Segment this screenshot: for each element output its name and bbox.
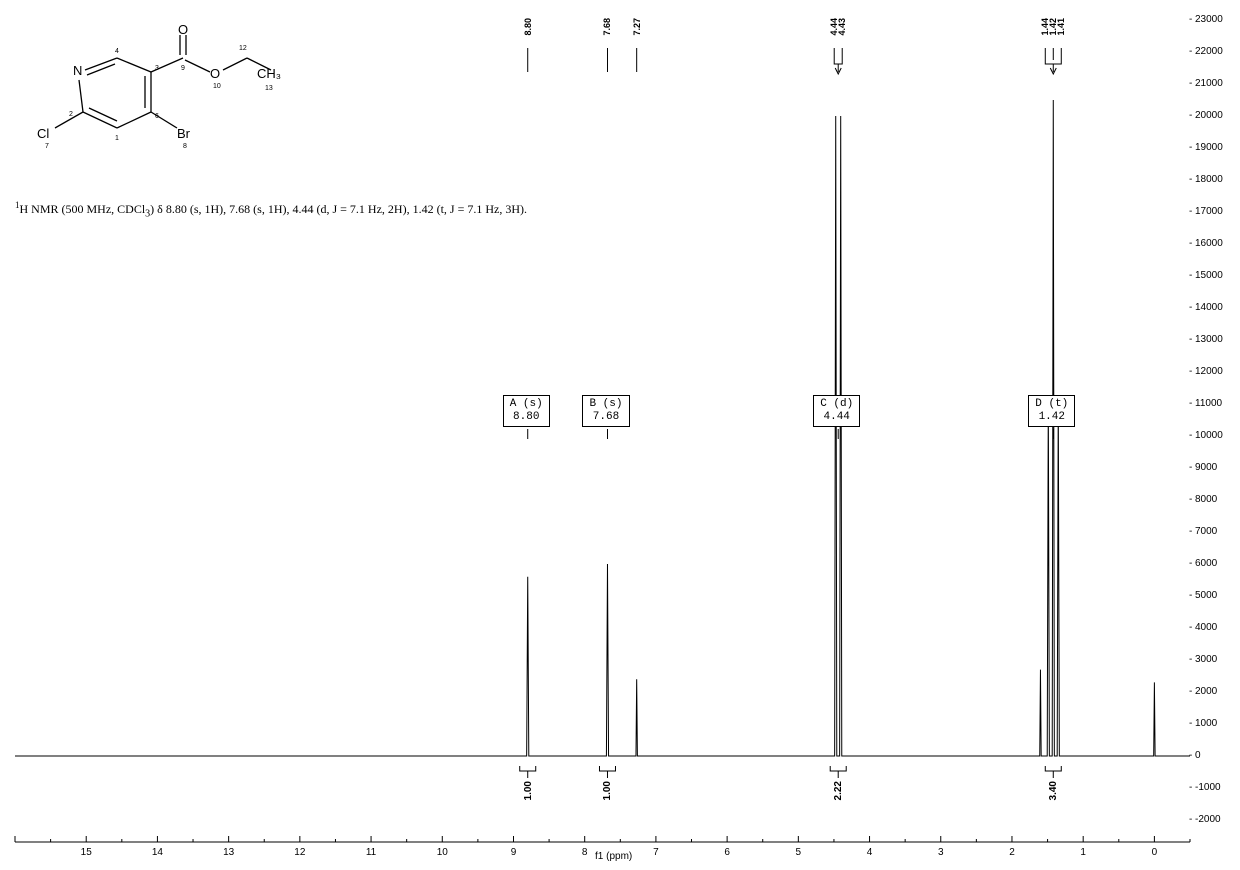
peak-box-value: 1.42 [1039,411,1065,423]
peak-box-value: 7.68 [593,411,619,423]
peak-box-B: B (s)7.68 [582,395,629,427]
ppm-value-label: 7.27 [632,18,642,36]
nmr-spectrum [0,0,1240,870]
ppm-value-label: 4.43 [837,18,847,36]
x-tick: 15 [81,847,92,858]
peak-box-value: 4.44 [824,411,850,423]
x-tick: 10 [437,847,448,858]
x-tick: 4 [867,847,873,858]
y-tick: 12000 [1195,366,1240,377]
y-tick: 8000 [1195,494,1240,505]
ppm-value-label: 8.80 [523,18,533,36]
nmr-figure: N Cl 7 Br 8 [0,0,1240,870]
x-tick: 0 [1152,847,1158,858]
y-tick: 20000 [1195,110,1240,121]
y-tick: 21000 [1195,78,1240,89]
y-tick: -2000 [1195,814,1240,825]
integral-label: 2.22 [833,781,844,800]
y-tick: 7000 [1195,526,1240,537]
y-tick: 18000 [1195,174,1240,185]
integral-label: 3.40 [1048,781,1059,800]
x-tick: 8 [582,847,588,858]
x-tick: 7 [653,847,659,858]
peak-box-value: 8.80 [513,411,539,423]
y-tick: 13000 [1195,334,1240,345]
y-tick: -1000 [1195,782,1240,793]
y-tick: 10000 [1195,430,1240,441]
y-tick: 6000 [1195,558,1240,569]
y-tick: 23000 [1195,14,1240,25]
integral-label: 1.00 [523,781,534,800]
y-tick: 22000 [1195,46,1240,57]
peak-box-id: D (t) [1035,398,1068,410]
x-tick: 14 [152,847,163,858]
x-tick: 2 [1009,847,1015,858]
y-tick: 15000 [1195,270,1240,281]
y-tick: 17000 [1195,206,1240,217]
y-tick: 16000 [1195,238,1240,249]
x-tick: 3 [938,847,944,858]
ppm-value-label: 7.68 [602,18,612,36]
ppm-value-label: 1.41 [1056,18,1066,36]
peak-box-id: C (d) [820,398,853,410]
x-tick: 11 [366,847,376,858]
x-tick: 13 [223,847,234,858]
y-tick: 2000 [1195,686,1240,697]
y-tick: 9000 [1195,462,1240,473]
peak-box-id: A (s) [510,398,543,410]
integral-label: 1.00 [602,781,613,800]
y-tick: 3000 [1195,654,1240,665]
y-tick: 19000 [1195,142,1240,153]
x-axis-label: f1 (ppm) [595,851,632,862]
x-tick: 12 [294,847,305,858]
peak-box-A: A (s)8.80 [503,395,550,427]
x-tick: 5 [796,847,802,858]
y-tick: 0 [1195,750,1240,761]
x-tick: 9 [511,847,517,858]
peak-box-id: B (s) [589,398,622,410]
y-tick: 5000 [1195,590,1240,601]
y-tick: 4000 [1195,622,1240,633]
peak-box-C: C (d)4.44 [813,395,860,427]
y-tick: 1000 [1195,718,1240,729]
y-tick: 14000 [1195,302,1240,313]
x-tick: 6 [724,847,730,858]
peak-box-D: D (t)1.42 [1028,395,1075,427]
y-tick: 11000 [1195,398,1240,409]
x-tick: 1 [1080,847,1086,858]
